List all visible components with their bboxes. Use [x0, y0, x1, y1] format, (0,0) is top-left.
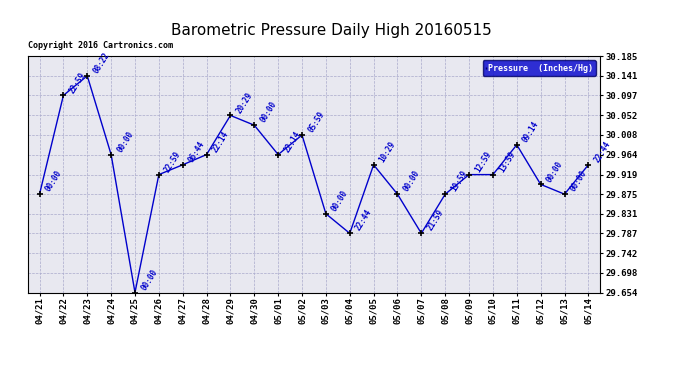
- Text: 13:59: 13:59: [497, 150, 517, 174]
- Text: Copyright 2016 Cartronics.com: Copyright 2016 Cartronics.com: [28, 41, 172, 50]
- Text: 10:29: 10:29: [377, 140, 397, 164]
- Text: 20:29: 20:29: [235, 90, 255, 115]
- Text: 00:00: 00:00: [402, 169, 422, 194]
- Text: Barometric Pressure Daily High 20160515: Barometric Pressure Daily High 20160515: [171, 22, 491, 38]
- Text: 21:59: 21:59: [426, 208, 445, 232]
- Text: 00:00: 00:00: [569, 169, 589, 194]
- Text: 00:00: 00:00: [545, 159, 564, 184]
- Text: 06:44: 06:44: [187, 140, 207, 164]
- Text: 22:14: 22:14: [282, 129, 302, 154]
- Text: 09:14: 09:14: [521, 120, 541, 144]
- Text: 08:22: 08:22: [91, 51, 111, 75]
- Text: 22:14: 22:14: [210, 129, 230, 154]
- Text: 19:59: 19:59: [449, 169, 469, 194]
- Text: 00:00: 00:00: [330, 189, 350, 213]
- Text: 22:59: 22:59: [163, 150, 183, 174]
- Text: 00:00: 00:00: [259, 100, 278, 124]
- Text: 22:59: 22:59: [68, 70, 88, 94]
- Text: 00:00: 00:00: [139, 267, 159, 292]
- Text: 12:59: 12:59: [473, 150, 493, 174]
- Text: 22:44: 22:44: [354, 208, 374, 232]
- Text: 22:44: 22:44: [593, 140, 613, 164]
- Text: 00:00: 00:00: [115, 129, 135, 154]
- Text: 05:59: 05:59: [306, 110, 326, 134]
- Text: 00:00: 00:00: [43, 169, 63, 194]
- Legend: Pressure  (Inches/Hg): Pressure (Inches/Hg): [483, 60, 596, 76]
